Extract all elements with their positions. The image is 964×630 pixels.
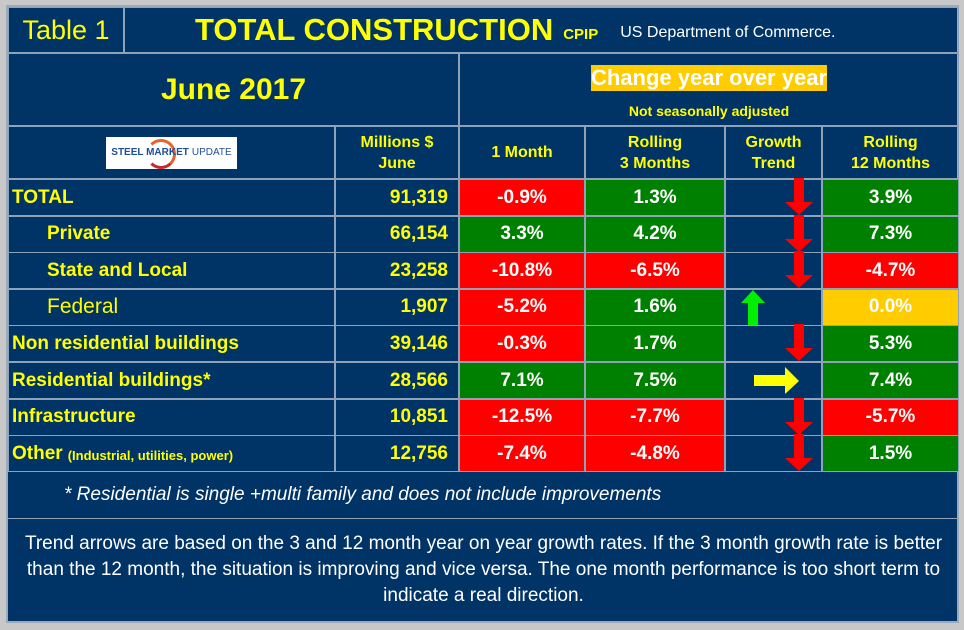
growth-trend <box>725 324 822 363</box>
header-line: 12 Months <box>850 154 931 172</box>
row-label: Non residential buildings <box>8 325 335 363</box>
one-month-value: -10.8% <box>459 252 585 290</box>
twelve-month-value: 5.3% <box>822 325 959 363</box>
construction-table: Table 1 TOTAL CONSTRUCTION CPIP US Depar… <box>6 5 959 623</box>
twelve-month-value: 1.5% <box>822 435 959 473</box>
row-label: Federal <box>8 288 335 326</box>
footnote: * Residential is single +multi family an… <box>8 471 959 519</box>
three-month-value: 1.6% <box>585 288 725 326</box>
growth-trend <box>725 434 822 473</box>
change-header: Change year over year Not seasonally adj… <box>459 53 959 126</box>
twelve-month-value: 3.9% <box>822 179 959 216</box>
logo-text-bold: STEEL MARKET <box>111 147 189 158</box>
row-label-text: Private <box>47 223 111 245</box>
row-sublabel: (Industrial, utilities, power) <box>67 448 234 464</box>
table-label: Table 1 <box>8 7 124 53</box>
growth-trend <box>725 178 822 216</box>
explanation: Trend arrows are based on the 3 and 12 m… <box>24 533 943 606</box>
right-arrow-icon <box>754 367 799 394</box>
twelve-month-value: 0.0% <box>822 288 959 326</box>
one-month-value: -0.3% <box>459 325 585 363</box>
header-line: June <box>378 154 416 172</box>
one-month-value: -0.9% <box>459 179 585 216</box>
header-trend: Growth Trend <box>725 126 822 179</box>
one-month-value: -7.4% <box>459 435 585 473</box>
three-month-value: 1.7% <box>585 325 725 363</box>
row-label: Infrastructure <box>8 398 335 436</box>
three-month-value: 4.2% <box>585 215 725 253</box>
growth-trend <box>725 362 822 399</box>
header-millions: Millions $ June <box>335 126 459 179</box>
down-arrow-icon <box>785 178 813 215</box>
down-arrow-icon <box>785 251 813 289</box>
three-month-value: 7.5% <box>585 362 725 399</box>
title-sub: CPIP <box>563 25 599 43</box>
source-label: US Department of Commerce. <box>620 24 836 41</box>
millions-value: 10,851 <box>335 398 459 436</box>
row-label-text: Non residential buildings <box>12 332 239 354</box>
row-label-text: Infrastructure <box>12 406 136 428</box>
twelve-month-value: 7.3% <box>822 215 959 253</box>
title-main: TOTAL CONSTRUCTION <box>195 12 554 47</box>
growth-trend <box>725 397 822 436</box>
down-arrow-icon <box>785 397 813 435</box>
millions-value: 39,146 <box>335 325 459 363</box>
header-line: Millions $ <box>360 133 434 151</box>
period-heading: June 2017 <box>8 53 459 126</box>
millions-value: 1,907 <box>335 288 459 326</box>
header-line: 1 Month <box>491 144 553 161</box>
three-month-value: -7.7% <box>585 398 725 436</box>
row-label: Other (Industrial, utilities, power) <box>8 435 335 473</box>
three-month-value: -6.5% <box>585 252 725 290</box>
up-arrow-icon <box>741 289 765 325</box>
header-line: 3 Months <box>619 154 691 172</box>
millions-value: 23,258 <box>335 252 459 290</box>
header-line: Rolling <box>863 133 918 151</box>
growth-trend <box>725 251 822 290</box>
millions-value: 91,319 <box>335 179 459 216</box>
twelve-month-value: 7.4% <box>822 362 959 399</box>
growth-trend <box>725 288 822 326</box>
one-month-value: -12.5% <box>459 398 585 436</box>
millions-value: 66,154 <box>335 215 459 253</box>
one-month-value: 7.1% <box>459 362 585 399</box>
row-label-text: TOTAL <box>12 186 74 208</box>
row-label: Private <box>8 215 335 253</box>
logo-text-light: UPDATE <box>191 147 232 158</box>
header-line: Growth <box>745 133 802 151</box>
row-label-text: Federal <box>47 295 119 319</box>
three-month-value: -4.8% <box>585 435 725 473</box>
down-arrow-icon <box>785 434 813 472</box>
down-arrow-icon <box>785 214 813 252</box>
table-title: TOTAL CONSTRUCTION CPIP US Department of… <box>124 7 959 53</box>
row-label: State and Local <box>8 252 335 290</box>
one-month-value: 3.3% <box>459 215 585 253</box>
row-label-text: State and Local <box>47 259 188 281</box>
logo-cell: STEEL MARKET UPDATE <box>8 126 335 179</box>
millions-value: 12,756 <box>335 435 459 473</box>
row-label: Residential buildings* <box>8 362 335 399</box>
row-label-text: Residential buildings* <box>12 369 211 391</box>
steel-market-update-logo: STEEL MARKET UPDATE <box>106 136 237 169</box>
twelve-month-value: -5.7% <box>822 398 959 436</box>
header-line: Rolling <box>627 133 683 151</box>
header-line: Trend <box>751 154 796 172</box>
header-12-months: Rolling 12 Months <box>822 126 959 179</box>
growth-trend <box>725 214 822 253</box>
down-arrow-icon <box>785 324 813 362</box>
change-note: Not seasonally adjusted <box>628 102 790 119</box>
row-label: TOTAL <box>8 179 335 216</box>
change-title: Change year over year <box>590 64 828 91</box>
header-3-months: Rolling 3 Months <box>585 126 725 179</box>
three-month-value: 1.3% <box>585 179 725 216</box>
one-month-value: -5.2% <box>459 288 585 326</box>
row-label-text: Other <box>12 442 63 464</box>
millions-value: 28,566 <box>335 362 459 399</box>
header-1-month: 1 Month <box>459 126 585 179</box>
twelve-month-value: -4.7% <box>822 252 959 290</box>
